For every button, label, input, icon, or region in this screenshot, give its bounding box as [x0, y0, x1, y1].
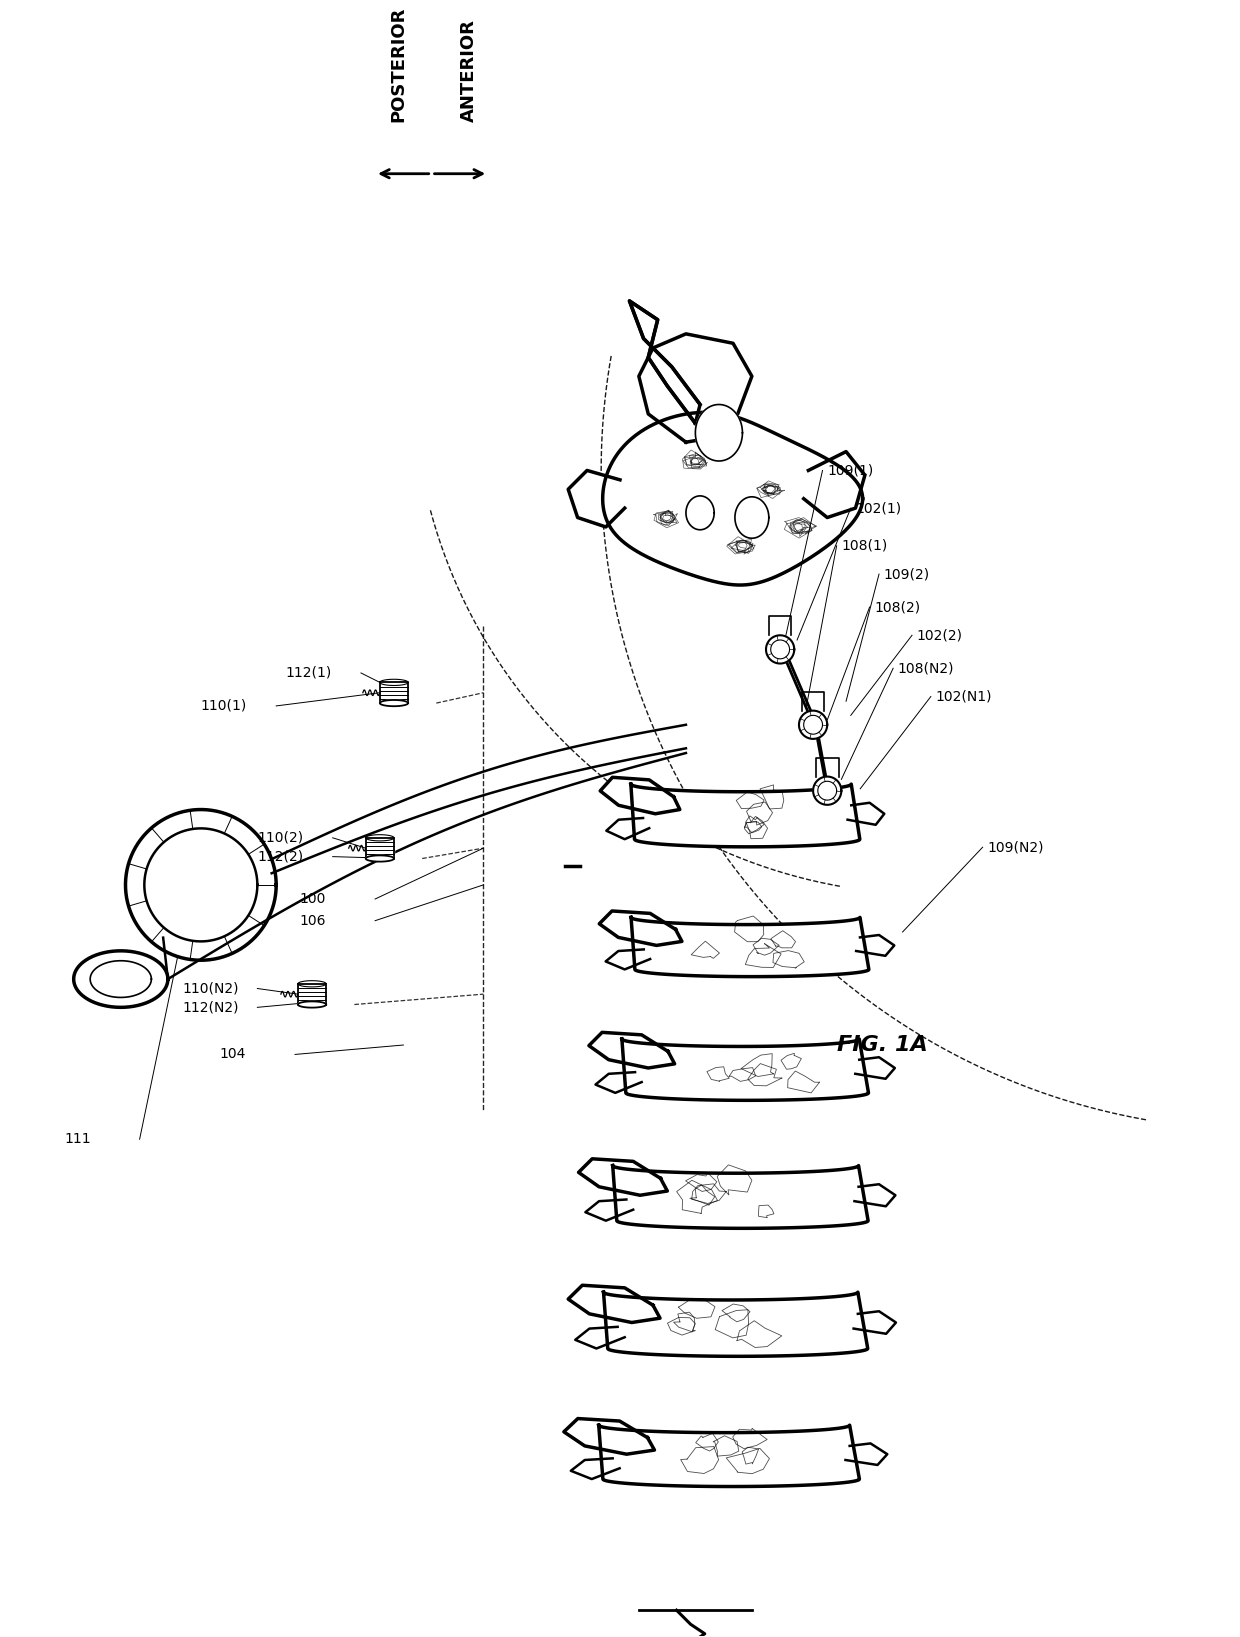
Polygon shape: [379, 701, 408, 706]
Polygon shape: [298, 1002, 326, 1008]
Polygon shape: [799, 710, 827, 738]
Text: 102(1): 102(1): [856, 501, 901, 516]
Polygon shape: [631, 917, 869, 977]
Polygon shape: [853, 1311, 897, 1334]
Polygon shape: [570, 1459, 620, 1480]
Polygon shape: [298, 984, 326, 1005]
Polygon shape: [846, 1444, 888, 1465]
Text: 110(N2): 110(N2): [182, 982, 238, 995]
Text: 102(2): 102(2): [916, 629, 962, 642]
Text: 108(2): 108(2): [874, 601, 920, 614]
Polygon shape: [856, 935, 894, 956]
Text: 109(N2): 109(N2): [987, 840, 1044, 855]
Polygon shape: [804, 452, 866, 517]
Text: 109(1): 109(1): [827, 463, 873, 478]
Polygon shape: [606, 818, 650, 840]
Polygon shape: [589, 1033, 675, 1067]
Polygon shape: [813, 776, 842, 805]
Polygon shape: [604, 1292, 868, 1357]
Text: 108(1): 108(1): [842, 539, 888, 553]
Text: POSTERIOR: POSTERIOR: [389, 7, 408, 121]
Polygon shape: [622, 1039, 868, 1100]
Text: FIG. 1A: FIG. 1A: [837, 1035, 928, 1054]
Polygon shape: [144, 828, 258, 941]
Polygon shape: [599, 1426, 859, 1486]
Polygon shape: [579, 1159, 667, 1195]
Polygon shape: [568, 1285, 660, 1323]
Text: 112(1): 112(1): [285, 666, 332, 679]
Text: 102(N1): 102(N1): [935, 689, 992, 704]
Polygon shape: [379, 683, 408, 704]
Polygon shape: [585, 1200, 634, 1221]
Polygon shape: [856, 1058, 895, 1079]
Text: 108(N2): 108(N2): [898, 661, 955, 674]
Polygon shape: [639, 334, 751, 442]
Text: 110(1): 110(1): [201, 699, 247, 714]
Text: 109(2): 109(2): [884, 566, 930, 581]
Polygon shape: [568, 470, 625, 527]
Text: 110(2): 110(2): [258, 832, 304, 845]
Polygon shape: [600, 778, 680, 814]
Text: 112(N2): 112(N2): [182, 1000, 238, 1015]
Text: 112(2): 112(2): [258, 850, 304, 864]
Text: 104: 104: [219, 1048, 246, 1061]
Polygon shape: [603, 413, 863, 584]
Polygon shape: [630, 301, 701, 424]
Polygon shape: [91, 961, 151, 997]
Polygon shape: [575, 1328, 625, 1349]
Polygon shape: [366, 856, 394, 861]
Polygon shape: [848, 802, 884, 825]
Polygon shape: [631, 784, 859, 846]
Polygon shape: [73, 951, 167, 1007]
Polygon shape: [599, 910, 682, 946]
Polygon shape: [125, 810, 277, 961]
Polygon shape: [366, 838, 394, 858]
Polygon shape: [735, 496, 769, 539]
Polygon shape: [595, 1072, 641, 1094]
Text: ANTERIOR: ANTERIOR: [460, 20, 479, 121]
Polygon shape: [613, 1166, 868, 1228]
Text: 106: 106: [300, 913, 326, 928]
Polygon shape: [766, 635, 795, 663]
Polygon shape: [564, 1419, 655, 1454]
Text: 100: 100: [300, 892, 326, 905]
Polygon shape: [605, 949, 650, 969]
Polygon shape: [854, 1184, 895, 1206]
Polygon shape: [686, 496, 714, 530]
Text: 111: 111: [64, 1133, 91, 1146]
Polygon shape: [696, 404, 743, 462]
